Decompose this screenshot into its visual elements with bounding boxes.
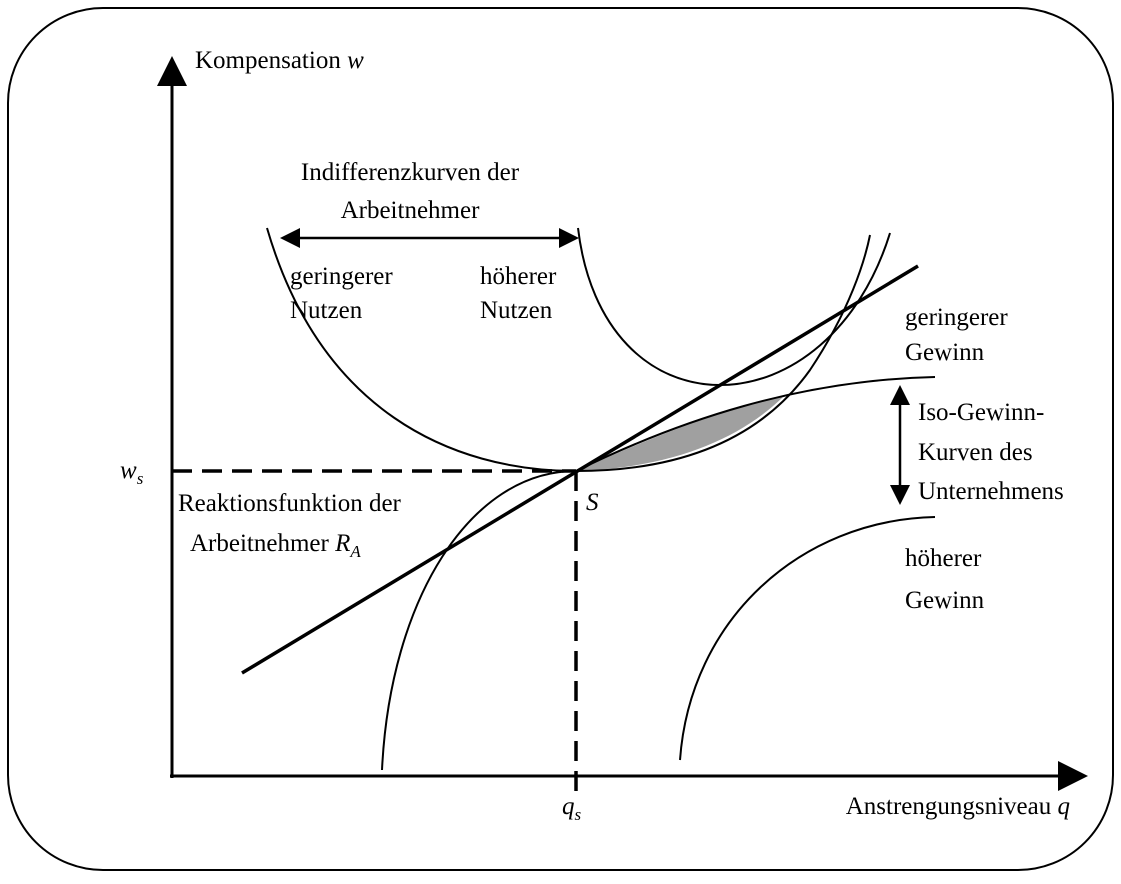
indifference-curve xyxy=(266,227,871,473)
lower-utility: geringerer xyxy=(290,263,393,290)
label-text: Arbeitnehmer xyxy=(190,530,330,557)
x-axis-label: Anstrengungsniveau q xyxy=(846,793,1070,820)
lower-profit: Gewinn xyxy=(905,339,985,366)
subscript: s xyxy=(575,805,582,824)
y-axis-label: Kompensation w xyxy=(195,47,364,74)
higher-utility: Nutzen xyxy=(480,297,553,324)
isoprofit-title: Iso-Gewinn- xyxy=(918,399,1044,426)
point-label: S xyxy=(586,489,599,516)
isoprofit-title: Unternehmens xyxy=(918,478,1064,505)
shaded-region xyxy=(576,395,785,471)
indifference-title: Arbeitnehmer xyxy=(341,197,481,224)
symbol: w xyxy=(120,457,137,484)
frame xyxy=(7,7,1114,871)
symbol: R xyxy=(334,530,350,557)
isoprofit-curve xyxy=(679,516,936,761)
subscript: s xyxy=(137,469,144,488)
subscript: A xyxy=(349,542,361,561)
isoprofit-title: Kurven des xyxy=(918,439,1033,466)
reaction-label: Reaktionsfunktion der xyxy=(178,490,402,517)
label-symbol: w xyxy=(347,47,364,74)
higher-profit: höherer xyxy=(905,545,982,572)
label-text: Kompensation xyxy=(195,47,341,74)
qs-label: qs xyxy=(562,793,582,824)
ws-label: ws xyxy=(120,457,144,488)
indifference-curve xyxy=(577,227,891,387)
label-symbol: q xyxy=(1058,793,1071,820)
lower-profit: geringerer xyxy=(905,304,1008,331)
higher-profit: Gewinn xyxy=(905,587,985,614)
lower-utility: Nutzen xyxy=(290,297,363,324)
higher-utility: höherer xyxy=(480,263,557,290)
indifference-title: Indifferenzkurven der xyxy=(301,159,520,186)
symbol: q xyxy=(562,793,575,820)
reaction-label: Arbeitnehmer RA xyxy=(190,530,361,561)
isoprofit-curve xyxy=(381,376,936,771)
label-text: Anstrengungsniveau xyxy=(846,793,1052,820)
